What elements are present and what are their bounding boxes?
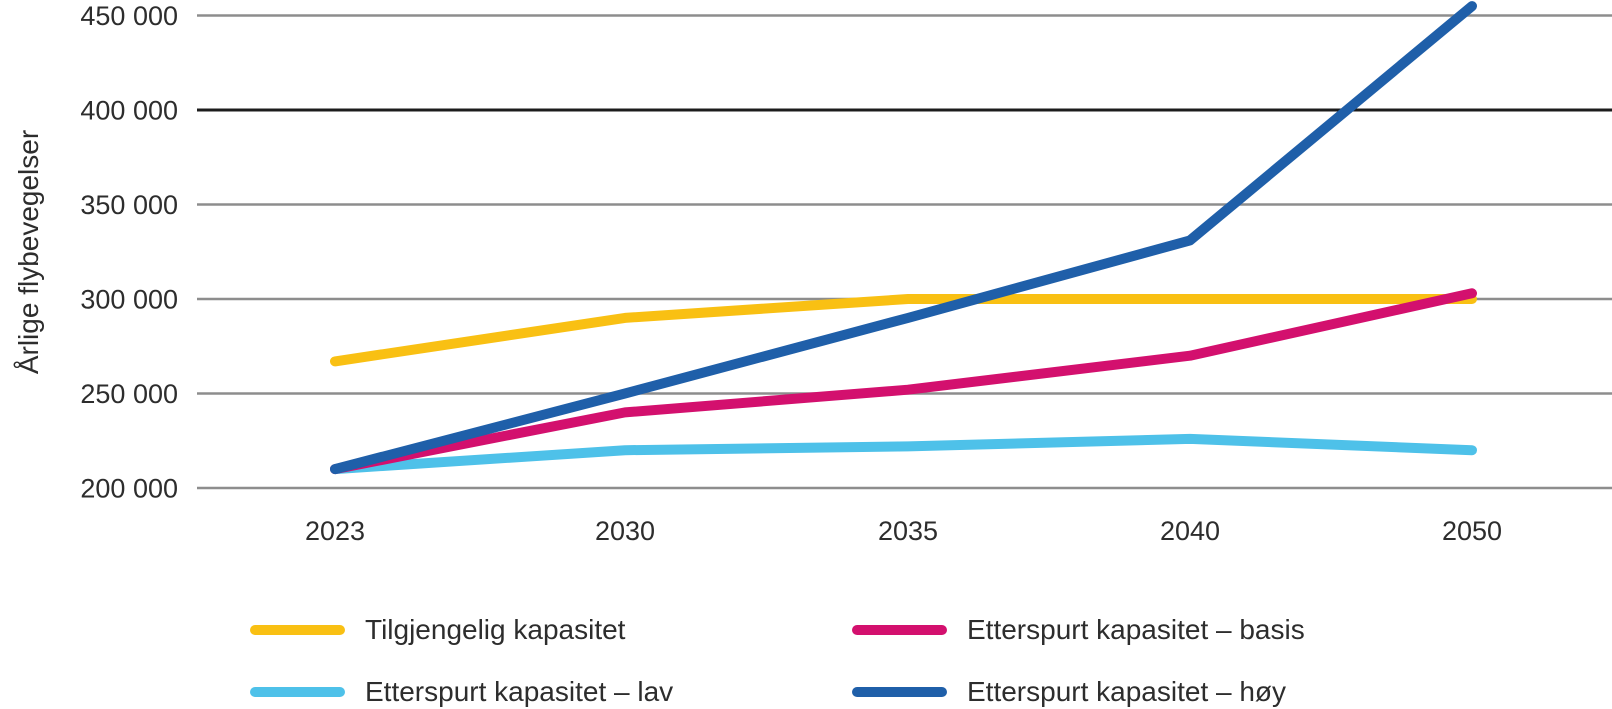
y-tick-label: 450 000: [80, 1, 178, 31]
series-line-2: [330, 433, 1477, 475]
y-tick-label: 350 000: [80, 190, 178, 220]
x-tick-label: 2040: [1160, 516, 1220, 546]
legend-swatch: [852, 687, 947, 697]
legend-swatch: [250, 625, 345, 635]
legend: Tilgjengelig kapasitet Etterspurt kapasit…: [250, 613, 1305, 709]
series-line-3: [330, 1, 1477, 475]
legend-label: Etterspurt kapasitet – lav: [365, 676, 674, 707]
x-tick-label: 2050: [1442, 516, 1502, 546]
y-axis-tick-labels: 200 000 250 000 300 000 350 000 400 000 450 0…: [80, 1, 178, 504]
legend-item: Tilgjengelig kapasitet: [250, 613, 852, 647]
legend-label: Etterspurt kapasitet – basis: [967, 614, 1305, 645]
y-tick-label: 400 000: [80, 96, 178, 126]
legend-item: Etterspurt kapasitet – høy: [852, 675, 1305, 709]
y-tick-label: 200 000: [80, 474, 178, 504]
legend-swatch: [250, 687, 345, 697]
gridlines: [197, 14, 1612, 490]
series-line-0: [330, 294, 1477, 367]
legend-swatch: [852, 625, 947, 635]
y-tick-label: 300 000: [80, 285, 178, 315]
legend-item: Etterspurt kapasitet – basis: [852, 613, 1305, 647]
series-line-1: [330, 288, 1477, 475]
y-axis-title: Årlige flybevegelser: [13, 130, 44, 374]
x-tick-label: 2035: [878, 516, 938, 546]
line-chart: 200 000 250 000 300 000 350 000 400 000 450 0…: [13, 1, 1612, 546]
legend-label: Tilgjengelig kapasitet: [365, 614, 626, 645]
legend-item: Etterspurt kapasitet – lav: [250, 675, 852, 709]
x-tick-label: 2030: [595, 516, 655, 546]
legend-label: Etterspurt kapasitet – høy: [967, 676, 1287, 707]
y-tick-label: 250 000: [80, 379, 178, 409]
data-series-lines: [330, 1, 1477, 475]
x-tick-label: 2023: [305, 516, 365, 546]
x-axis-tick-labels: 2023 2030 2035 2040 2050: [305, 516, 1502, 546]
